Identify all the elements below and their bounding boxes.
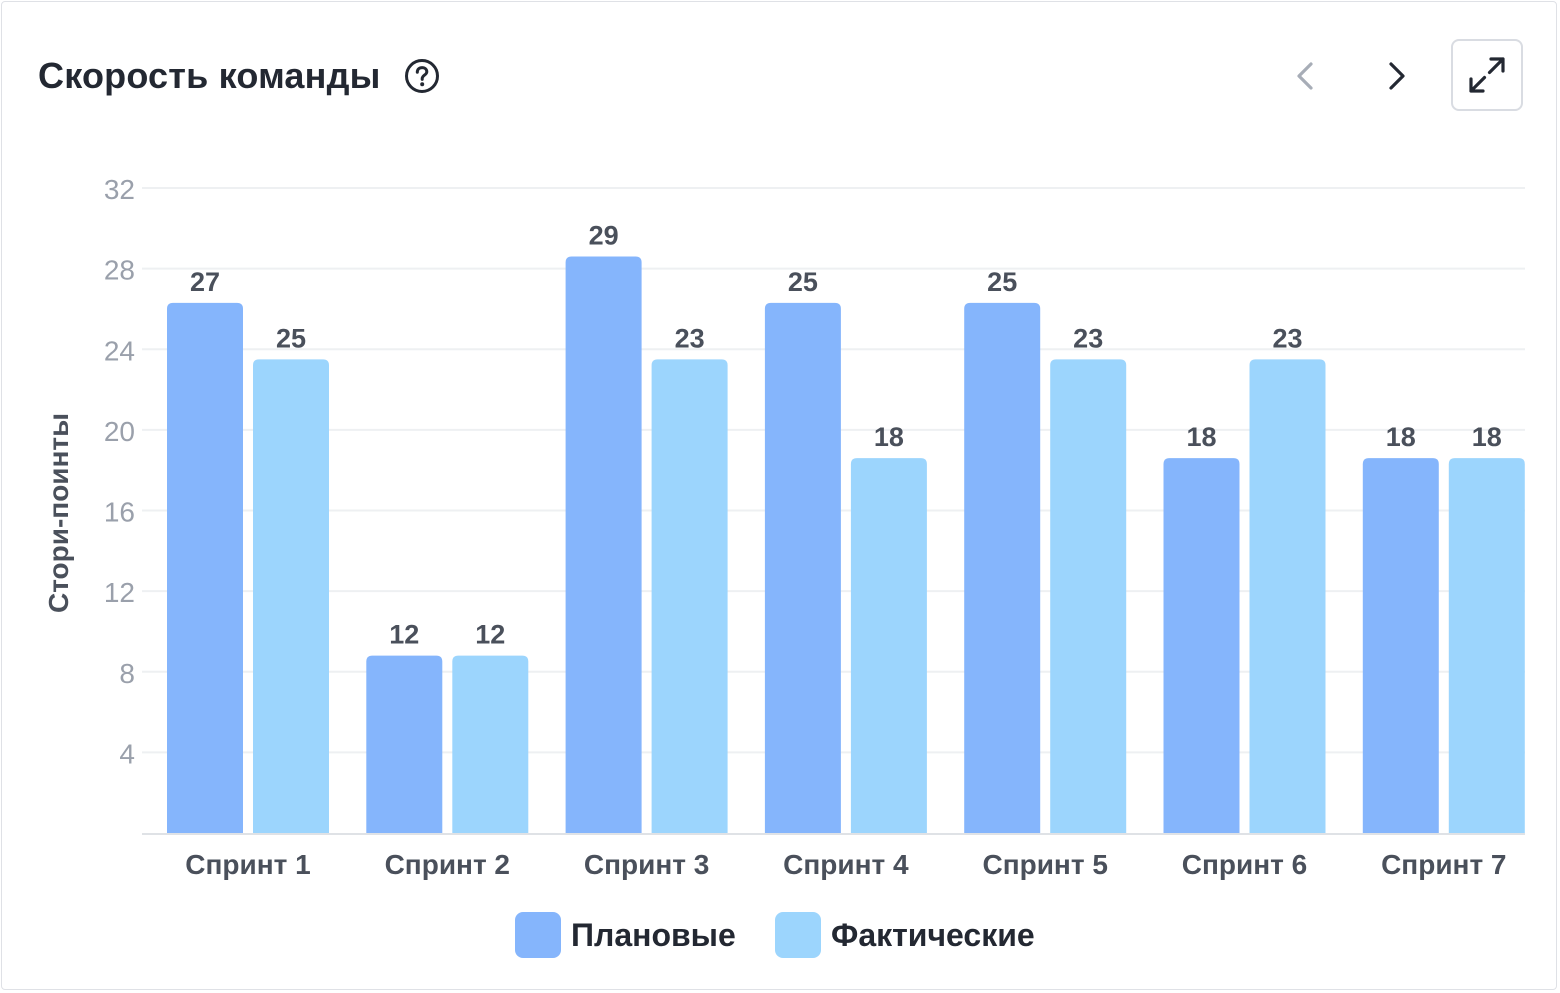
y-tick-label: 8 <box>119 658 135 689</box>
y-tick-label: 16 <box>104 497 135 528</box>
data-label-planned-sprint-1: 27 <box>190 267 220 297</box>
x-tick-label-sprint-1: Спринт 1 <box>185 849 310 880</box>
y-tick-label: 28 <box>104 255 135 286</box>
bar-actual-sprint-7 <box>1448 458 1525 833</box>
legend-label-planned: Плановые <box>571 917 736 953</box>
bar-actual-sprint-4 <box>850 458 927 833</box>
data-label-planned-sprint-6: 18 <box>1186 422 1216 452</box>
bar-planned-sprint-1 <box>167 302 243 833</box>
data-label-planned-sprint-4: 25 <box>788 267 818 297</box>
question-circle-icon[interactable] <box>404 58 440 94</box>
x-tick-label-sprint-4: Спринт 4 <box>783 849 909 880</box>
bar-planned-sprint-7 <box>1362 458 1439 833</box>
chart-legend: Плановые Фактические <box>2 910 1558 960</box>
data-label-actual-sprint-1: 25 <box>276 323 306 353</box>
y-axis-label: Стори-поинты <box>43 413 74 613</box>
data-label-actual-sprint-5: 23 <box>1073 323 1103 353</box>
x-tick-label-sprint-2: Спринт 2 <box>385 849 510 880</box>
velocity-bar-chart: 4 8 12 16 20 24 28 32 Стори-поинты 27 25 Спринт 1 12… <box>43 174 1525 880</box>
bar-planned-sprint-2 <box>366 655 443 833</box>
legend-swatch-planned <box>515 912 561 958</box>
chevron-right-icon <box>1389 62 1405 90</box>
bar-actual-sprint-3 <box>651 359 728 833</box>
bar-planned-sprint-4 <box>764 302 841 833</box>
legend-label-actual: Фактические <box>831 917 1035 953</box>
data-label-actual-sprint-6: 23 <box>1272 323 1302 353</box>
previous-button[interactable] <box>1284 54 1328 98</box>
data-label-actual-sprint-4: 18 <box>874 422 904 452</box>
y-tick-label: 20 <box>104 416 135 447</box>
legend-swatch-actual <box>775 912 821 958</box>
bar-actual-sprint-1 <box>253 359 329 833</box>
x-tick-label-sprint-7: Спринт 7 <box>1381 849 1506 880</box>
bar-planned-sprint-3 <box>565 256 642 833</box>
expand-arrows-icon <box>1469 57 1505 93</box>
x-tick-label-sprint-5: Спринт 5 <box>982 849 1107 880</box>
card-title: Скорость команды <box>38 55 381 96</box>
y-tick-label: 4 <box>119 738 135 769</box>
data-label-actual-sprint-2: 12 <box>475 620 505 650</box>
bar-actual-sprint-6 <box>1249 359 1326 833</box>
expand-button[interactable] <box>1451 39 1523 111</box>
chevron-left-icon <box>1297 62 1313 90</box>
bar-planned-sprint-6 <box>1163 458 1240 833</box>
data-label-planned-sprint-5: 25 <box>987 267 1017 297</box>
y-tick-label: 24 <box>104 335 135 366</box>
bar-actual-sprint-5 <box>1050 359 1127 833</box>
x-tick-label-sprint-3: Спринт 3 <box>584 849 709 880</box>
y-tick-label: 12 <box>104 577 135 608</box>
card-header: Скорость команды <box>2 2 1558 142</box>
data-label-planned-sprint-3: 29 <box>589 221 619 251</box>
data-label-actual-sprint-7: 18 <box>1472 422 1502 452</box>
data-label-planned-sprint-2: 12 <box>389 620 419 650</box>
next-button[interactable] <box>1374 54 1418 98</box>
x-tick-label-sprint-6: Спринт 6 <box>1182 849 1307 880</box>
data-label-actual-sprint-3: 23 <box>675 323 705 353</box>
bar-planned-sprint-5 <box>964 302 1041 833</box>
data-label-planned-sprint-7: 18 <box>1386 422 1416 452</box>
bar-actual-sprint-2 <box>452 655 529 833</box>
y-tick-label: 32 <box>104 174 135 205</box>
